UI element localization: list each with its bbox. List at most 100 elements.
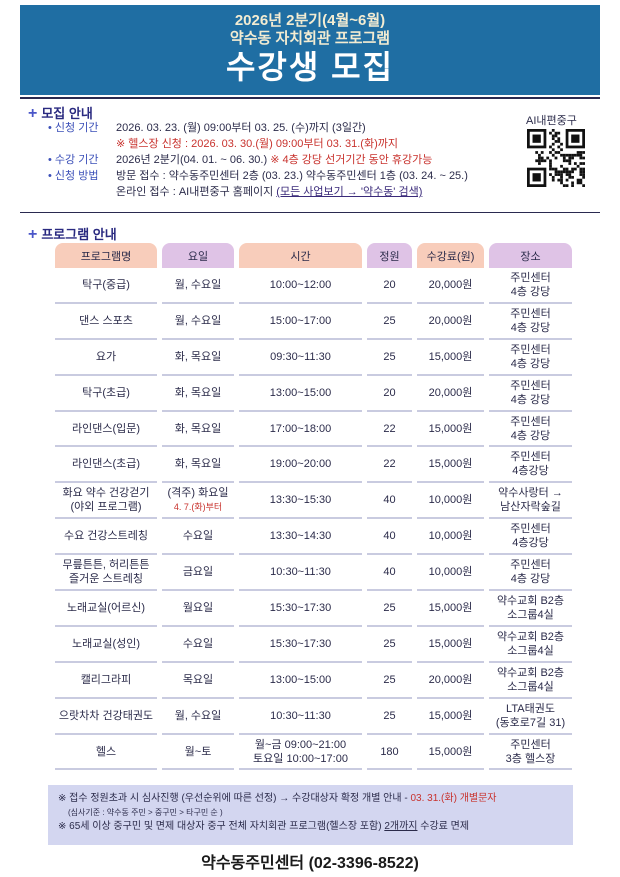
notice-limit: 2개까지: [384, 821, 418, 832]
cell-day: 수요일: [162, 627, 234, 663]
cell-place: 주민센터 4층강당: [489, 447, 572, 484]
cell-name: 노래교실(어르신): [55, 591, 157, 627]
table-row: 탁구(초급) 화, 목요일 13:00~15:00 20 20,000원 주민센터 4층 강…: [55, 376, 572, 412]
table-row: 노래교실(어르신) 월요일 15:30~17:30 25 15,000원 약수교회 B2층…: [55, 591, 572, 627]
cell-quota: 25: [367, 340, 412, 376]
online-method: 온라인 접수 : AI내편중구 홈페이지: [116, 186, 274, 198]
cell-place: 주민센터 4층 강당: [489, 268, 572, 304]
cell-place: 약수교회 B2층 소그룹4실: [489, 663, 572, 699]
cell-name: 으랏차차 건강태권도: [55, 699, 157, 735]
cell-name: 라인댄스(초급): [55, 447, 157, 484]
divider: [20, 97, 600, 99]
cell-time: 10:30~11:30: [239, 699, 362, 735]
cell-fee: 10,000원: [417, 519, 484, 556]
course-note: ※ 4층 강당 선거기간 동안 휴강가능: [270, 154, 433, 166]
cell-time: 15:00~17:00: [239, 304, 362, 340]
cell-fee: 15,000원: [417, 699, 484, 735]
cell-quota: 22: [367, 447, 412, 484]
cell-day: 화, 목요일: [162, 340, 234, 376]
cell-place: 주민센터 3층 헬스장: [489, 735, 572, 771]
gym-note: ※ 헬스장 신청 : 2026. 03. 30.(월) 09:00부터 03. …: [116, 138, 398, 150]
notice-box: ※ 접수 정원초과 시 심사진행 (우선순위에 따른 선정) → 수강대상자 확…: [48, 785, 573, 845]
banner-title: 수강생 모집: [225, 49, 395, 85]
period-label: • 신청 기간: [48, 122, 99, 134]
cell-name: 댄스 스포츠: [55, 304, 157, 340]
cell-name: 라인댄스(입문): [55, 412, 157, 448]
col-day: 요일: [162, 243, 234, 268]
cell-time: 15:30~17:30: [239, 627, 362, 663]
cell-place: 주민센터 4층 강당: [489, 376, 572, 412]
course-value: 2026년 2분기(04. 01. ~ 06. 30.): [116, 154, 268, 166]
notice-date: 03. 31.(화) 개별문자: [410, 793, 497, 804]
cell-name: 노래교실(성인): [55, 627, 157, 663]
cell-quota: 25: [367, 627, 412, 663]
cell-place: LTA태권도 (동호로7길 31): [489, 699, 572, 735]
notice-criteria: (심사기준 : 약수동 주민 > 중구민 > 타구민 순 ): [68, 808, 223, 817]
cell-day: 월요일: [162, 591, 234, 627]
visit-method: 방문 접수 : 약수동주민센터 2층 (03. 23.) 약수동주민센터 1층 …: [116, 170, 468, 182]
cell-quota: 40: [367, 483, 412, 520]
cell-name: 탁구(중급): [55, 268, 157, 304]
cell-time: 13:00~15:00: [239, 663, 362, 699]
cell-fee: 20,000원: [417, 268, 484, 304]
cell-fee: 15,000원: [417, 627, 484, 663]
cell-fee: 10,000원: [417, 555, 484, 592]
cell-place: 주민센터 4층 강당: [489, 412, 572, 448]
banner-subtitle: 약수동 자치회관 프로그램: [229, 30, 391, 47]
col-name: 프로그램명: [55, 243, 157, 268]
cell-day: 화, 목요일: [162, 376, 234, 412]
recruit-info: • 신청 기간 2026. 03. 23. (월) 09:00부터 03. 25.…: [48, 120, 468, 200]
cell-fee: 15,000원: [417, 447, 484, 484]
cell-fee: 20,000원: [417, 376, 484, 412]
notice-line: ※ 65세 이상 중구민 및 면제 대상자 중구 전체 자치회관 프로그램(헬스…: [58, 821, 385, 832]
cell-name: 헬스: [55, 735, 157, 771]
table-row: 무릎튼튼, 허리튼튼 즐거운 스트레칭 금요일 10:30~11:30 40 10,000…: [55, 555, 572, 592]
table-row: 헬스 월~토 월~금 09:00~21:00 토요일 10:00~17:00 180 15…: [55, 735, 572, 771]
cell-day: (격주) 화요일 4. 7.(화)부터: [162, 483, 234, 520]
cell-time: 13:30~15:30: [239, 483, 362, 520]
cell-time: 13:00~15:00: [239, 376, 362, 412]
cell-quota: 22: [367, 412, 412, 448]
cell-day: 화, 목요일: [162, 412, 234, 448]
recruit-heading: + 모집 안내: [28, 105, 93, 122]
qr-code[interactable]: [527, 129, 585, 187]
notice-line: 수강료 면제: [417, 821, 470, 832]
cell-quota: 40: [367, 555, 412, 592]
table-row: 요가 화, 목요일 09:30~11:30 25 15,000원 주민센터 4층 강당: [55, 340, 572, 376]
divider: [20, 212, 600, 213]
cell-name: 화요 약수 건강걷기 (야외 프로그램): [55, 483, 157, 520]
cell-place: 약수교회 B2층 소그룹4실: [489, 627, 572, 663]
cell-time: 15:30~17:30: [239, 591, 362, 627]
cell-time: 10:30~11:30: [239, 555, 362, 592]
cell-time: 13:30~14:30: [239, 519, 362, 556]
course-label: • 수강 기간: [48, 154, 99, 166]
contact-phone: 약수동주민센터 (02-3396-8522): [201, 855, 419, 872]
cell-place: 주민센터 4층강당: [489, 519, 572, 556]
table-row: 댄스 스포츠 월, 수요일 15:00~17:00 25 20,000원 주민센터 4층 강…: [55, 304, 572, 340]
cell-fee: 15,000원: [417, 412, 484, 448]
cell-fee: 15,000원: [417, 591, 484, 627]
cell-day: 월, 수요일: [162, 304, 234, 340]
program-heading: + 프로그램 안내: [28, 226, 117, 243]
table-row: 라인댄스(입문) 화, 목요일 17:00~18:00 22 15,000원 주민센터 4층…: [55, 412, 572, 448]
table-row: 라인댄스(초급) 화, 목요일 19:00~20:00 22 15,000원 주민센터 4층…: [55, 447, 572, 484]
cell-quota: 180: [367, 735, 412, 771]
cell-name: 탁구(초급): [55, 376, 157, 412]
cell-quota: 20: [367, 268, 412, 304]
table-row: 노래교실(성인) 수요일 15:30~17:30 25 15,000원 약수교회 B2층 소…: [55, 627, 572, 663]
cell-time: 19:00~20:00: [239, 447, 362, 484]
cell-name: 캘리그라피: [55, 663, 157, 699]
table-row: 으랏차차 건강태권도 월, 수요일 10:30~11:30 25 15,000원 LTA태…: [55, 699, 572, 735]
table-row: 탁구(중급) 월, 수요일 10:00~12:00 20 20,000원 주민센터 4층 강…: [55, 268, 572, 304]
plus-icon: +: [28, 105, 38, 122]
walk-start-note: 4. 7.(화)부터: [173, 502, 223, 513]
online-link[interactable]: (모든 사업보기 → '약수동' 검색): [276, 186, 423, 198]
cell-place: 주민센터 4층 강당: [489, 304, 572, 340]
cell-day: 월~토: [162, 735, 234, 771]
table-row: 화요 약수 건강걷기 (야외 프로그램) (격주) 화요일 4. 7.(화)부터 13:…: [55, 483, 572, 520]
qr-label: AI내편중구: [526, 115, 577, 127]
cell-day: 목요일: [162, 663, 234, 699]
period-value: 2026. 03. 23. (월) 09:00부터 03. 25. (수)까지 …: [116, 122, 366, 134]
cell-place: 약수사랑터 → 남산자락숲길: [489, 483, 572, 520]
cell-quota: 25: [367, 663, 412, 699]
